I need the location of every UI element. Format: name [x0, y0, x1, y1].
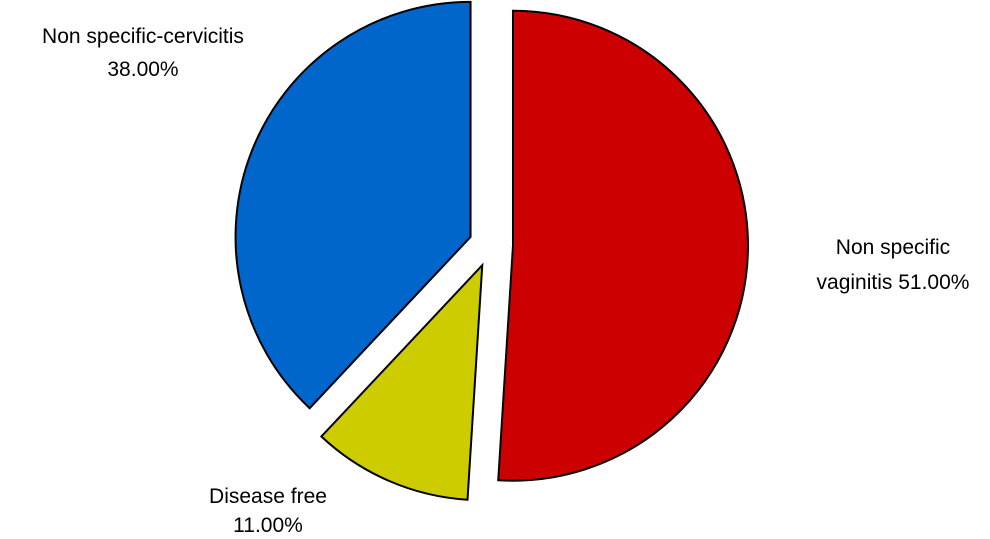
label-disease-free-value: 11.00%	[233, 514, 303, 537]
pie-slices	[234, 0, 749, 501]
label-vaginitis-name: Non specific	[836, 236, 950, 259]
label-vaginitis-value: vaginitis 51.00%	[817, 271, 970, 294]
slice-non-specific-vaginitis	[497, 9, 749, 482]
slice-non-specific-cervicitis	[234, 0, 472, 410]
slice-disease-free	[319, 262, 484, 501]
label-disease-free-name: Disease free	[209, 485, 327, 508]
label-cervicitis-name: Non specific-cervicitis	[42, 25, 244, 48]
label-cervicitis-value: 38.00%	[107, 58, 178, 81]
